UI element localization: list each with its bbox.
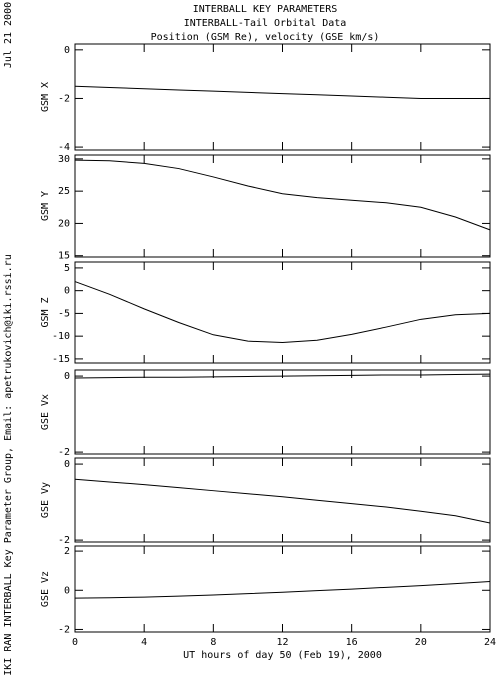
panel-frame: [74, 545, 491, 633]
credit: IKI RAN INTERBALL Key Parameter Group, E…: [3, 254, 14, 675]
y-tick-label: -4: [58, 142, 70, 153]
data-line: [74, 85, 490, 99]
y-tick-label: 0: [64, 371, 70, 382]
y-tick-label: 0: [64, 459, 70, 470]
panel-frame: [74, 43, 491, 151]
y-tick-label: 20: [58, 218, 70, 229]
y-tick-label: 2: [64, 546, 70, 557]
data-line: [74, 281, 491, 344]
y-axis-label: GSM X: [40, 82, 51, 112]
y-tick-label: -5: [58, 308, 70, 319]
data-line: [74, 373, 491, 379]
y-tick-label: 15: [58, 251, 70, 262]
y-tick-label: -15: [52, 354, 70, 365]
y-axis-label: GSM Z: [40, 297, 51, 327]
y-axis-label: GSM Y: [40, 191, 51, 221]
y-tick-label: -2: [58, 447, 70, 458]
side-date: Jul 21 2000: [3, 2, 14, 68]
data-line: [74, 580, 491, 599]
panel-frame: [74, 261, 491, 364]
title: Position (GSM Re), velocity (GSE km/s): [151, 32, 380, 43]
x-tick-label: 12: [276, 637, 288, 648]
y-axis-label: GSE Vx: [40, 394, 51, 430]
y-tick-label: 25: [58, 186, 70, 197]
data-line: [74, 478, 491, 524]
x-axis-label: UT hours of day 50 (Feb 19), 2000: [183, 650, 382, 661]
title: INTERBALL KEY PARAMETERS: [193, 4, 338, 15]
y-tick-label: 5: [64, 263, 70, 274]
y-tick-label: -2: [58, 624, 70, 635]
x-tick-label: 20: [415, 637, 427, 648]
x-tick-label: 0: [72, 637, 78, 648]
y-tick-label: -2: [58, 535, 70, 546]
y-tick-label: 0: [64, 45, 70, 56]
x-tick-label: 8: [210, 637, 216, 648]
x-tick-label: 16: [346, 637, 358, 648]
data-line: [74, 159, 491, 231]
x-tick-label: 4: [141, 637, 147, 648]
title: INTERBALL-Tail Orbital Data: [184, 18, 347, 29]
y-tick-label: -10: [52, 331, 70, 342]
panel-frame: [74, 154, 491, 258]
x-tick-label: 24: [484, 637, 496, 648]
y-tick-label: 0: [64, 286, 70, 297]
y-tick-label: -2: [58, 93, 70, 104]
y-tick-label: 0: [64, 585, 70, 596]
panel-frame: [74, 369, 491, 455]
y-tick-label: 30: [58, 154, 70, 165]
panel-frame: [74, 457, 491, 543]
y-axis-label: GSE Vz: [40, 571, 51, 607]
y-axis-label: GSE Vy: [40, 482, 51, 518]
